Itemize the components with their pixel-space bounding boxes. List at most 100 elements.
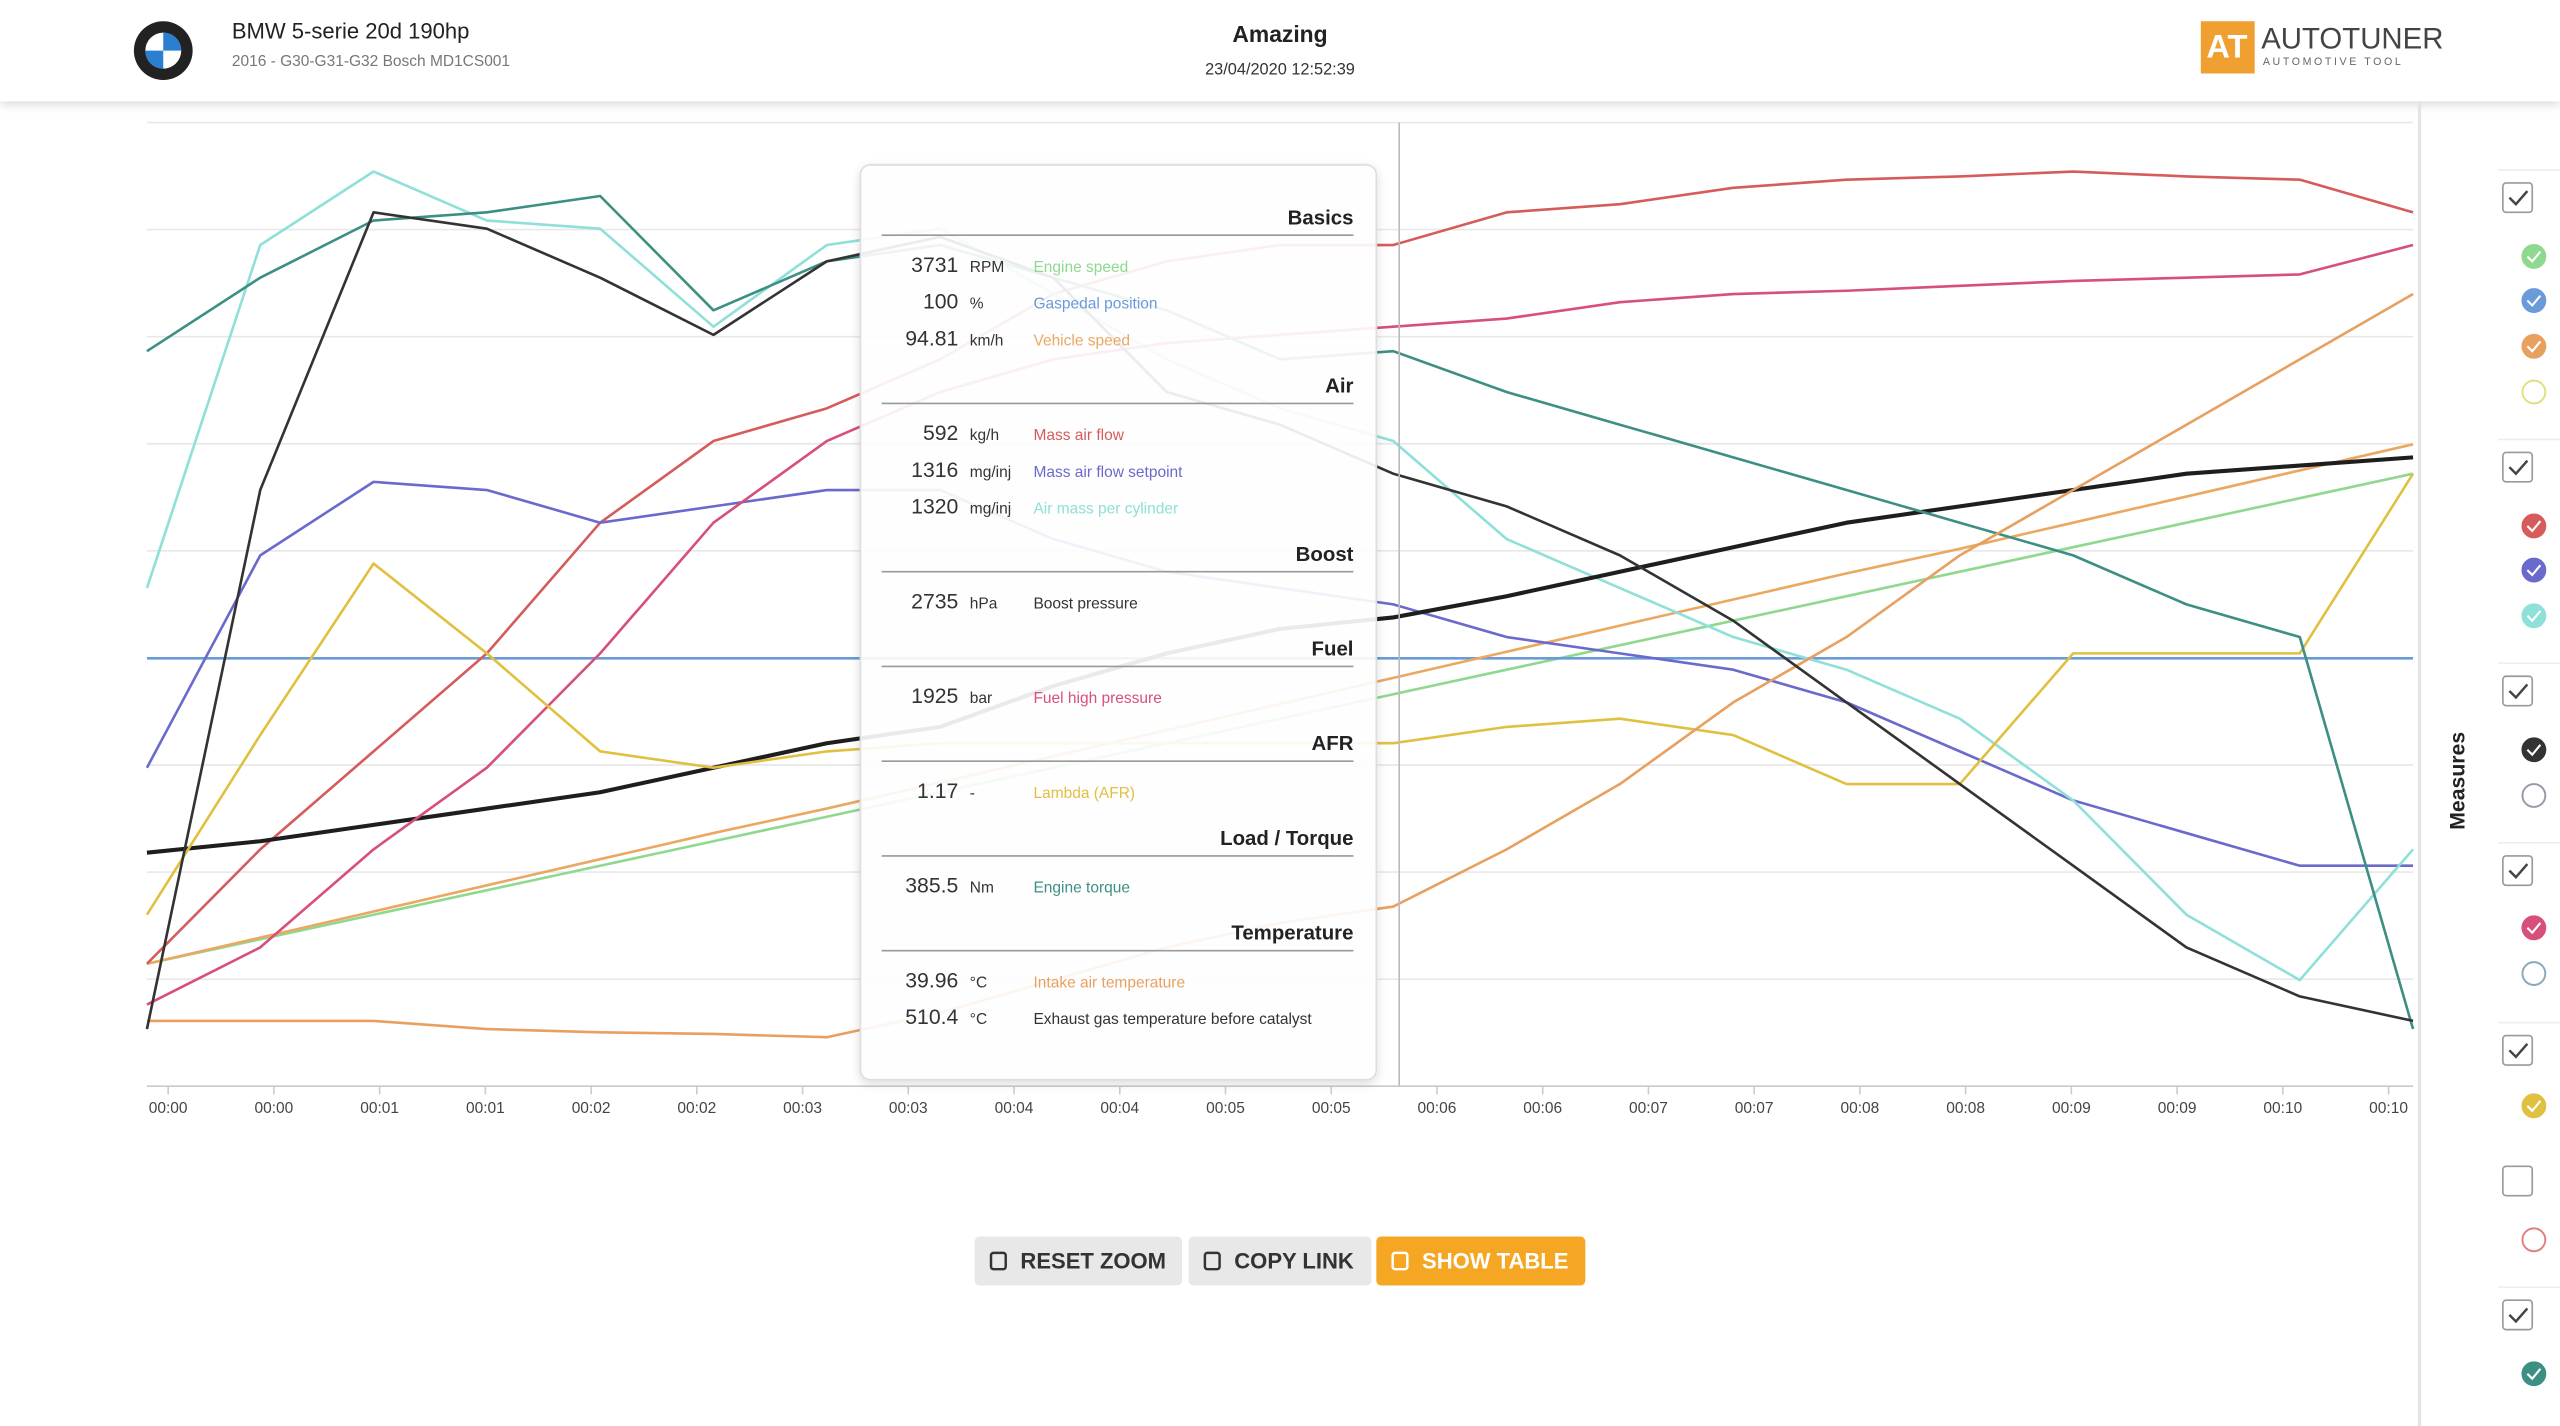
checkmark: [2508, 1307, 2529, 1324]
measure-toggle[interactable]: [2521, 379, 2547, 405]
group-title: Boost: [1296, 544, 1354, 566]
measure-toggle[interactable]: [2521, 1227, 2547, 1253]
row-unit: kg/h: [970, 427, 999, 444]
row-unit: Nm: [970, 880, 994, 897]
row-value: 1925: [911, 685, 958, 708]
toggle-check: [2526, 250, 2542, 263]
bmw-logo: [133, 21, 193, 81]
logo-name: AUTOTUNER: [2261, 23, 2443, 56]
row-name: Exhaust gas temperature before catalyst: [1033, 1011, 1312, 1028]
row-unit: hPa: [970, 595, 998, 612]
group-checkbox[interactable]: [2502, 1299, 2534, 1331]
row-name: Intake air temperature: [1033, 974, 1185, 991]
sidebar-toggles: [2497, 169, 2560, 1387]
row-unit: %: [970, 296, 984, 313]
sidebar-title: Measures: [2446, 732, 2469, 830]
x-tick-label: 00:05: [1312, 1100, 1351, 1117]
row-name: Engine torque: [1033, 880, 1130, 897]
button-label[interactable]: COPY LINK: [1234, 1248, 1354, 1273]
buttons: RESET ZOOM COPY LINK SHOW TABLE: [974, 1236, 1586, 1286]
measure-toggle[interactable]: [2521, 1361, 2547, 1387]
row-name: Gaspedal position: [1033, 296, 1157, 313]
x-tick-label: 00:04: [1100, 1100, 1139, 1117]
group-title: Air: [1325, 376, 1353, 398]
vehicle-title: BMW 5-serie 20d 190hp: [232, 18, 470, 43]
row-value: 592: [923, 422, 958, 445]
button-label[interactable]: SHOW TABLE: [1422, 1248, 1568, 1273]
toggle-check: [2526, 340, 2542, 353]
x-tick-label: 00:01: [360, 1100, 399, 1117]
x-tick-label: 00:07: [1629, 1100, 1668, 1117]
toggle-check: [2526, 610, 2542, 623]
row-value: 1.17: [917, 780, 958, 803]
measure-toggle[interactable]: [2521, 288, 2547, 313]
row-unit: mg/inj: [970, 501, 1011, 518]
x-tick-label: 00:08: [1841, 1100, 1880, 1117]
tooltip-box: [859, 164, 1378, 1081]
measure-toggle[interactable]: [2521, 603, 2547, 629]
measure-toggle[interactable]: [2521, 513, 2547, 539]
group-title: Fuel: [1312, 639, 1354, 661]
group-title: Basics: [1288, 207, 1354, 229]
group-checkbox[interactable]: [2502, 855, 2534, 887]
measure-toggle[interactable]: [2521, 915, 2547, 941]
group-checkbox[interactable]: [2502, 451, 2534, 483]
button[interactable]: [1188, 1236, 1372, 1286]
toggle-check: [2526, 564, 2542, 577]
measure-toggle[interactable]: [2521, 557, 2547, 583]
x-tick-label: 00:00: [255, 1100, 294, 1117]
row-name: Air mass per cylinder: [1033, 501, 1178, 518]
row-name: Engine speed: [1033, 259, 1128, 276]
group-checkbox[interactable]: [2502, 1165, 2534, 1197]
x-tick-label: 00:06: [1418, 1100, 1457, 1117]
button-label[interactable]: RESET ZOOM: [1020, 1248, 1166, 1273]
row-value: 3731: [911, 254, 958, 277]
group-checkbox[interactable]: [2502, 182, 2534, 214]
tooltip: Basics 3731 RPM Engine speed 100% Gaspedal po…: [859, 164, 1378, 1081]
checkmark: [2508, 683, 2529, 700]
row-value: 39.96: [905, 969, 958, 992]
log-name: Amazing: [1232, 21, 1327, 47]
checkmark: [2508, 863, 2529, 879]
measure-toggle[interactable]: [2521, 961, 2547, 986]
toggle-check: [2526, 922, 2542, 935]
row-name: Mass air flow setpoint: [1033, 464, 1183, 481]
row-unit: °C: [970, 974, 987, 991]
row-name: Vehicle speed: [1033, 332, 1130, 349]
x-tick-label: 00:03: [889, 1100, 928, 1117]
group-checkbox[interactable]: [2502, 1034, 2534, 1066]
row-name: Boost pressure: [1033, 595, 1137, 612]
measure-toggle[interactable]: [2521, 737, 2547, 763]
button[interactable]: [974, 1236, 1183, 1286]
group-title: Temperature: [1231, 923, 1353, 945]
toggle-check: [2526, 294, 2542, 308]
x-tick-label: 00:06: [1523, 1100, 1562, 1117]
measure-toggle[interactable]: [2521, 244, 2547, 269]
row-value: 1320: [911, 496, 958, 519]
x-tick-label: 00:09: [2158, 1100, 2197, 1117]
logo-tagline: AUTOMOTIVE TOOL: [2263, 56, 2404, 68]
measure-toggle[interactable]: [2521, 333, 2547, 359]
row-unit: bar: [970, 690, 992, 707]
x-tick-label: 00:04: [995, 1100, 1034, 1117]
row-unit: -: [970, 785, 975, 802]
logo-mark-bg: [2200, 21, 2255, 74]
group-checkbox[interactable]: [2502, 675, 2534, 707]
toggle-check: [2526, 1368, 2542, 1381]
header: [0, 0, 2560, 102]
logo-mark: AT: [2206, 28, 2247, 65]
measure-toggle[interactable]: [2521, 1093, 2547, 1119]
row-unit: mg/inj: [970, 464, 1011, 481]
button-icon: [989, 1251, 1007, 1271]
checkmark: [2508, 1042, 2529, 1059]
toggle-check: [2526, 1100, 2542, 1113]
group-title: AFR: [1312, 733, 1354, 755]
button[interactable]: [1376, 1236, 1586, 1286]
x-tick-label: 00:10: [2263, 1100, 2302, 1117]
measure-toggle[interactable]: [2521, 783, 2547, 808]
row-unit: °C: [970, 1011, 987, 1028]
row-value: 100: [923, 291, 958, 314]
row-value: 385.5: [905, 875, 958, 898]
x-tick-label: 00:02: [572, 1100, 611, 1117]
